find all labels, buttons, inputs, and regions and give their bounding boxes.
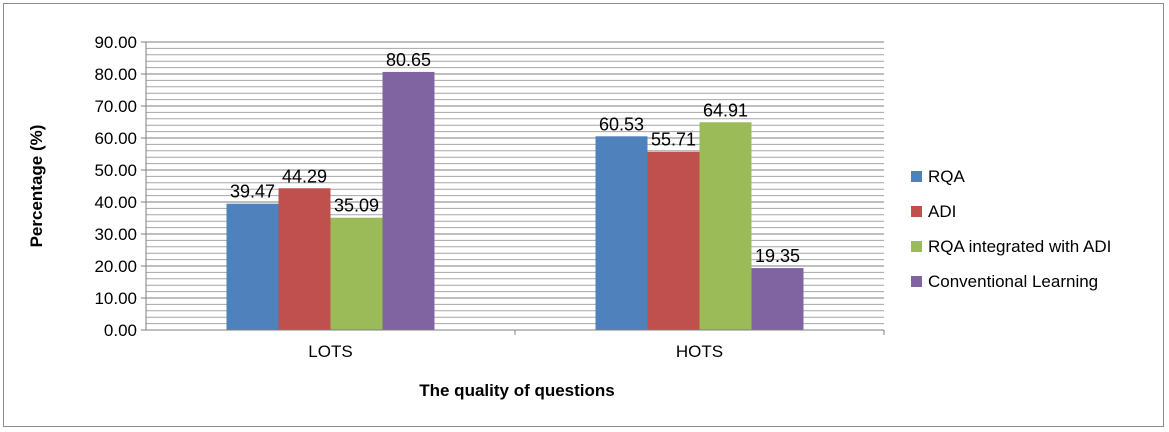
data-label: 35.09 xyxy=(334,196,379,216)
data-labels: 39.47 44.29 35.09 80.65 60.53 55.71 64.91 19.35 xyxy=(230,50,800,266)
legend-swatch xyxy=(911,241,922,252)
bar-conventional-learning-hots xyxy=(751,268,804,330)
data-label: 64.91 xyxy=(703,100,748,120)
legend-swatch xyxy=(911,206,922,217)
y-tick-label: 50.00 xyxy=(94,161,137,180)
legend: RQA ADI RQA integrated with ADI Conventiona… xyxy=(911,167,1111,291)
data-label: 60.53 xyxy=(599,114,644,134)
bar-conventional-learning-lots xyxy=(382,71,435,331)
bar-rqa-integrated-with-adi-lots xyxy=(330,217,383,330)
bars xyxy=(226,71,804,331)
data-label: 39.47 xyxy=(230,182,275,202)
y-tick-label: 90.00 xyxy=(94,33,137,52)
y-tick-label: 70.00 xyxy=(94,97,137,116)
y-tick-label: 10.00 xyxy=(94,289,137,308)
x-tick-label-hots: HOTS xyxy=(676,342,723,361)
legend-swatch xyxy=(911,171,922,182)
y-tick-label: 40.00 xyxy=(94,193,137,212)
y-tick-label: 80.00 xyxy=(94,65,137,84)
y-axis-ticks: 0.00 10.00 20.00 30.00 40.00 50.00 60.00 70.00 8… xyxy=(94,33,146,340)
y-tick-label: 0.00 xyxy=(104,321,137,340)
bar-rqa-integrated-with-adi-hots xyxy=(699,122,752,331)
data-label: 55.71 xyxy=(651,130,696,150)
legend-label: Conventional Learning xyxy=(928,272,1098,291)
x-axis-title: The quality of questions xyxy=(419,381,615,400)
data-label: 44.29 xyxy=(282,166,327,186)
y-tick-label: 20.00 xyxy=(94,257,137,276)
x-axis-ticks: LOTS HOTS xyxy=(308,330,885,361)
data-label: 80.65 xyxy=(386,50,431,70)
bar-adi-hots xyxy=(647,151,700,330)
legend-label: ADI xyxy=(928,202,956,221)
legend-label: RQA integrated with ADI xyxy=(928,237,1111,256)
bar-adi-lots xyxy=(278,188,331,330)
y-tick-label: 30.00 xyxy=(94,225,137,244)
bar-rqa-lots xyxy=(226,203,279,330)
bar-rqa-hots xyxy=(595,136,648,330)
x-tick-label-lots: LOTS xyxy=(308,342,352,361)
y-axis-title: Percentage (%) xyxy=(27,125,46,248)
legend-swatch xyxy=(911,276,922,287)
legend-label: RQA xyxy=(928,167,966,186)
data-label: 19.35 xyxy=(755,246,800,266)
y-tick-label: 60.00 xyxy=(94,129,137,148)
